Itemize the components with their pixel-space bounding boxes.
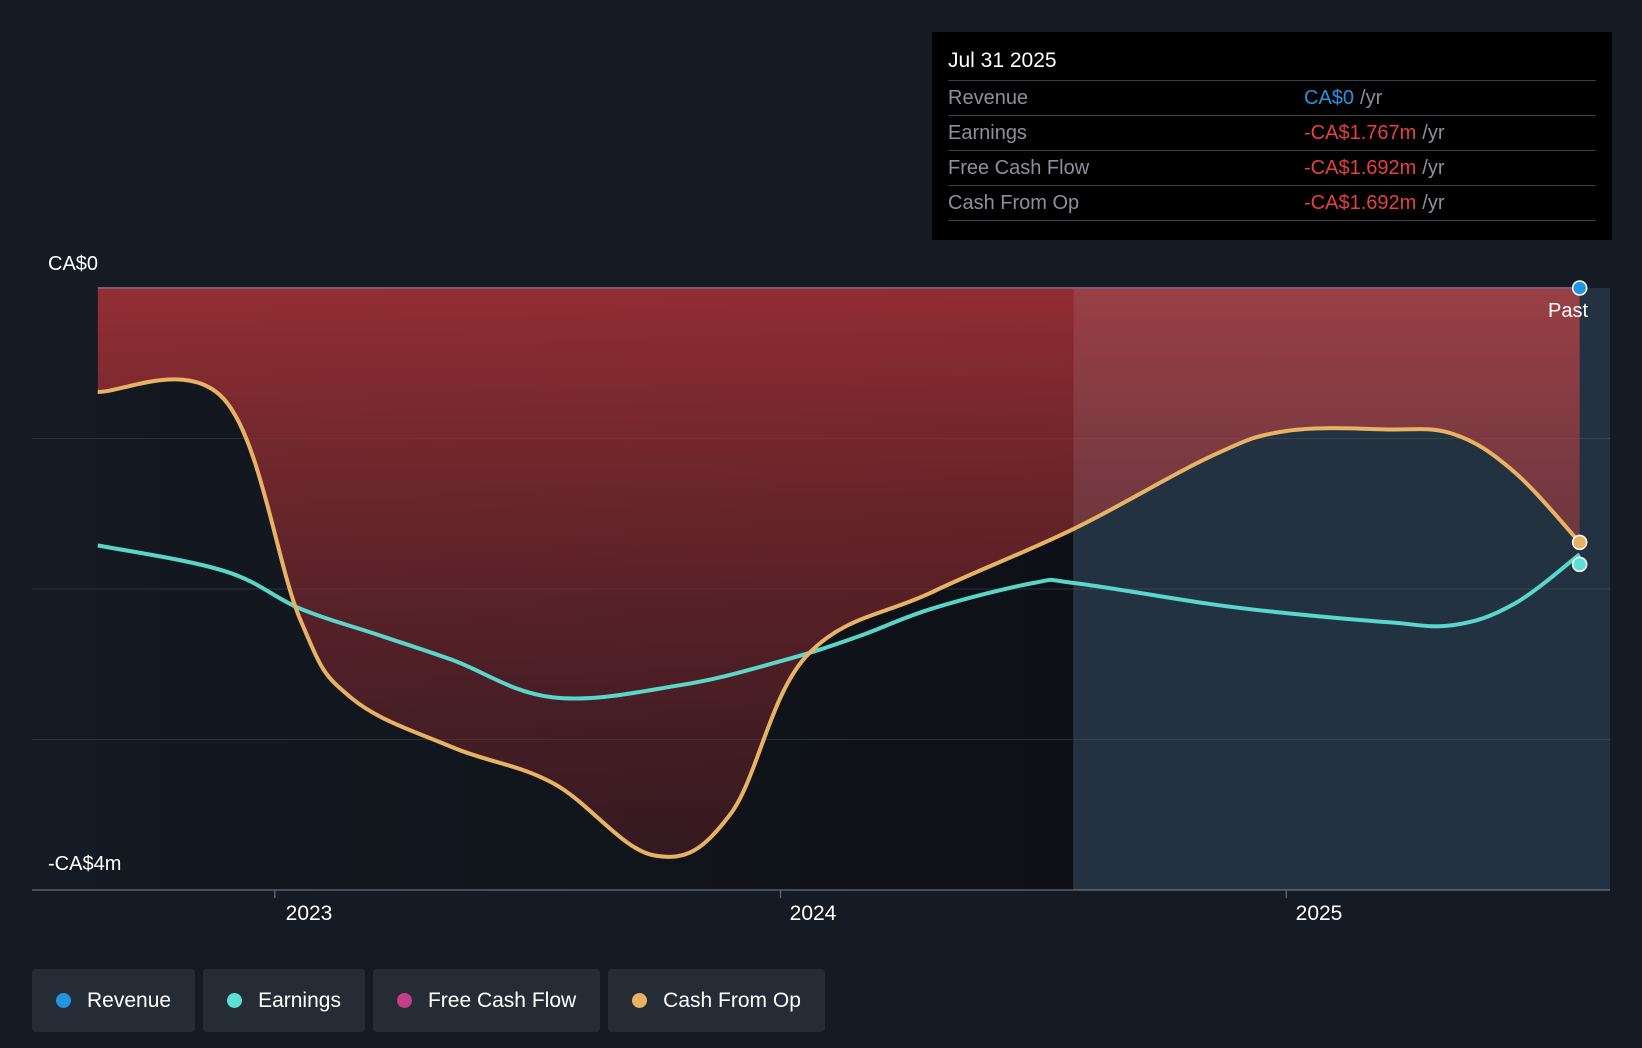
legend-label: Cash From Op (663, 988, 801, 1012)
tooltip-value: -CA$1.692m (1304, 157, 1417, 179)
y-label-bottom: -CA$4m (48, 853, 122, 875)
legend-item-cash-from-op[interactable]: Cash From Op (608, 969, 825, 1032)
area-fills (97, 288, 1610, 890)
tooltip-label: Revenue (948, 87, 1029, 109)
tooltip-label: Cash From Op (948, 192, 1080, 214)
legend-item-free-cash-flow[interactable]: Free Cash Flow (372, 969, 601, 1032)
legend-label: Revenue (87, 988, 172, 1012)
tooltip-row-revenue: Revenue CA$0 /yr (948, 81, 1596, 116)
y-label-top: CA$0 (48, 253, 99, 275)
legend-label: Free Cash Flow (427, 988, 577, 1012)
tooltip-unit: /yr (1422, 157, 1445, 179)
cash-flow-area (97, 288, 1580, 857)
tooltip-date: Jul 31 2025 (948, 46, 1596, 81)
free-cash-flow-dot-icon (396, 993, 412, 1008)
tooltip-label: Free Cash Flow (948, 157, 1090, 179)
tooltip: Jul 31 2025 Revenue CA$0 /yr Earnings -C… (932, 32, 1612, 240)
x-tick-label-2024: 2024 (789, 902, 837, 925)
tooltip-unit: /yr (1422, 192, 1445, 214)
earnings-line (97, 543, 1581, 701)
x-tick-label-2023: 2023 (285, 902, 333, 925)
past-label: Past (1548, 300, 1589, 322)
series-lines (97, 287, 1582, 859)
tooltip-unit: /yr (1360, 87, 1383, 109)
end-markers (1571, 280, 1588, 573)
past-overlay (1073, 288, 1610, 890)
tooltip-value: -CA$1.767m (1304, 122, 1417, 144)
tooltip-row-earnings: Earnings -CA$1.767m /yr (948, 116, 1596, 151)
legend-item-earnings[interactable]: Earnings (203, 969, 365, 1032)
tooltip-unit: /yr (1422, 122, 1445, 144)
tooltip-row-cash-from-op: Cash From Op -CA$1.692m /yr (948, 186, 1596, 221)
tooltip-label: Earnings (948, 122, 1027, 144)
revenue-end-dot (1571, 280, 1588, 296)
x-tick-label-2025: 2025 (1295, 902, 1343, 925)
legend-item-revenue[interactable]: Revenue (32, 969, 196, 1032)
x-axis (274, 890, 1288, 898)
earnings-dot-icon (227, 993, 243, 1008)
cash-from-op-line (97, 377, 1582, 859)
tooltip-row-free-cash-flow: Free Cash Flow -CA$1.692m /yr (948, 151, 1596, 186)
legend: Revenue Earnings Free Cash Flow Cash Fro… (32, 969, 825, 1032)
revenue-dot-icon (56, 993, 71, 1008)
tooltip-value: CA$0 (1304, 87, 1355, 109)
legend-label: Earnings (258, 988, 341, 1012)
earnings-end-dot (1571, 556, 1588, 573)
cash-from-op-dot-icon (632, 993, 648, 1008)
cash-from-op-end-dot (1571, 534, 1588, 551)
tooltip-value: -CA$1.692m (1304, 192, 1417, 214)
